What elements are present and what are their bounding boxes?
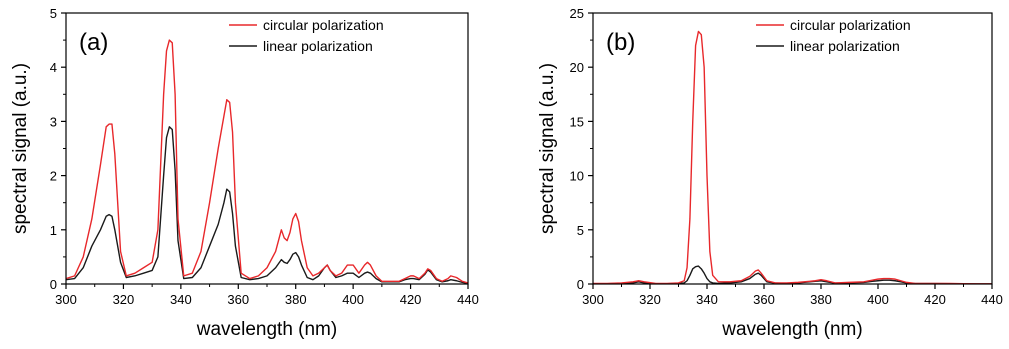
x-tick-label: 440 bbox=[981, 292, 1003, 307]
x-axis-title: wavelength (nm) bbox=[721, 319, 862, 340]
x-tick-label: 300 bbox=[582, 292, 604, 307]
y-tick-label: 0 bbox=[577, 277, 584, 292]
legend: circular polarization linear polarization bbox=[756, 17, 911, 54]
x-tick-label: 380 bbox=[810, 292, 832, 307]
x-tick-label: 360 bbox=[753, 292, 775, 307]
series-line-circular bbox=[66, 39, 468, 284]
y-axis-title: spectral signal (a.u.) bbox=[10, 63, 31, 234]
y-axis-title: spectral signal (a.u.) bbox=[537, 63, 558, 234]
chart-panel-1: 300 320 340 360 380 400 420 440 0 1 2 3 4 5 wavelength… bbox=[10, 6, 479, 340]
y-tick-label: 5 bbox=[50, 6, 57, 21]
legend-label: circular polarization bbox=[790, 17, 911, 33]
series-line-linear bbox=[593, 265, 992, 284]
x-tick-label: 440 bbox=[457, 292, 479, 307]
y-tick-label: 5 bbox=[577, 223, 584, 238]
x-axis-title: wavelength (nm) bbox=[196, 319, 337, 340]
legend-label: linear polarization bbox=[790, 38, 900, 54]
x-tick-label: 400 bbox=[867, 292, 889, 307]
series-line-linear bbox=[66, 126, 468, 284]
x-tick-label: 420 bbox=[400, 292, 422, 307]
legend: circular polarization linear polarization bbox=[229, 17, 384, 54]
y-tick-label: 0 bbox=[50, 277, 57, 292]
chart-panel-2: 300 320 340 360 380 400 420 440 0 5 10 15 20 25 wavele… bbox=[537, 6, 1003, 340]
legend-label: linear polarization bbox=[263, 38, 373, 54]
x-tick-label: 400 bbox=[342, 292, 364, 307]
panel-label: (a) bbox=[79, 29, 108, 56]
series-line-circular bbox=[593, 30, 992, 284]
y-tick-label: 1 bbox=[50, 223, 57, 238]
legend-label: circular polarization bbox=[263, 17, 384, 33]
y-tick-label: 3 bbox=[50, 114, 57, 129]
x-tick-label: 340 bbox=[696, 292, 718, 307]
x-tick-label: 320 bbox=[639, 292, 661, 307]
y-tick-label: 25 bbox=[570, 6, 584, 21]
x-tick-label: 360 bbox=[227, 292, 249, 307]
y-tick-label: 20 bbox=[570, 60, 584, 75]
y-tick-label: 2 bbox=[50, 169, 57, 184]
x-tick-label: 380 bbox=[285, 292, 307, 307]
x-tick-label: 420 bbox=[924, 292, 946, 307]
y-tick-label: 15 bbox=[570, 114, 584, 129]
x-tick-label: 320 bbox=[113, 292, 135, 307]
x-tick-label: 340 bbox=[170, 292, 192, 307]
y-tick-label: 10 bbox=[570, 169, 584, 184]
y-tick-label: 4 bbox=[50, 60, 57, 75]
panel-label: (b) bbox=[606, 29, 635, 56]
x-tick-label: 300 bbox=[55, 292, 77, 307]
